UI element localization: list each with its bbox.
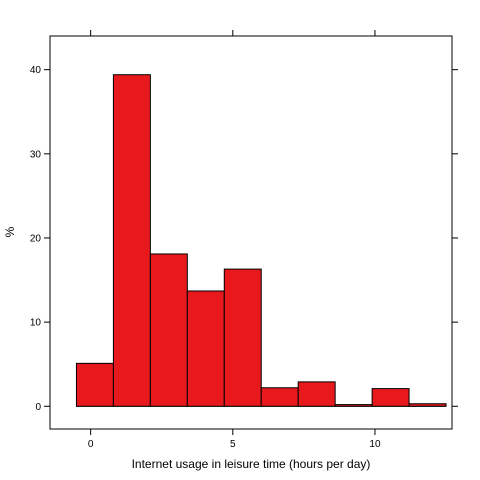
y-axis-title: % <box>3 226 17 237</box>
x-axis: 0 5 10 <box>88 30 381 450</box>
histogram-bar-9 <box>371 388 410 407</box>
histogram-bar-6 <box>260 387 299 407</box>
histogram-bar-10 <box>408 403 447 407</box>
y-tick-label: 40 <box>30 65 42 76</box>
histogram-bar-7 <box>297 381 336 407</box>
x-tick-label: 0 <box>88 439 94 450</box>
histogram-bar-5 <box>223 268 262 407</box>
histogram-bar-8 <box>334 404 373 407</box>
histogram-bar-1 <box>75 362 114 407</box>
y-tick-label: 10 <box>30 318 42 329</box>
y-tick-label: 0 <box>35 402 41 413</box>
y-tick-label: 30 <box>30 149 42 160</box>
histogram-bar-3 <box>149 253 188 407</box>
y-tick-label: 20 <box>30 233 42 244</box>
histogram-bar-4 <box>186 290 225 407</box>
y-axis: 0 10 20 30 40 <box>30 65 458 413</box>
plot-frame <box>49 35 453 430</box>
bars-layer <box>75 74 447 407</box>
x-tick-label: 10 <box>369 439 381 450</box>
x-axis-title: Internet usage in leisure time (hours pe… <box>132 457 371 471</box>
x-tick-label: 5 <box>230 439 236 450</box>
histogram-bar-2 <box>112 74 151 407</box>
